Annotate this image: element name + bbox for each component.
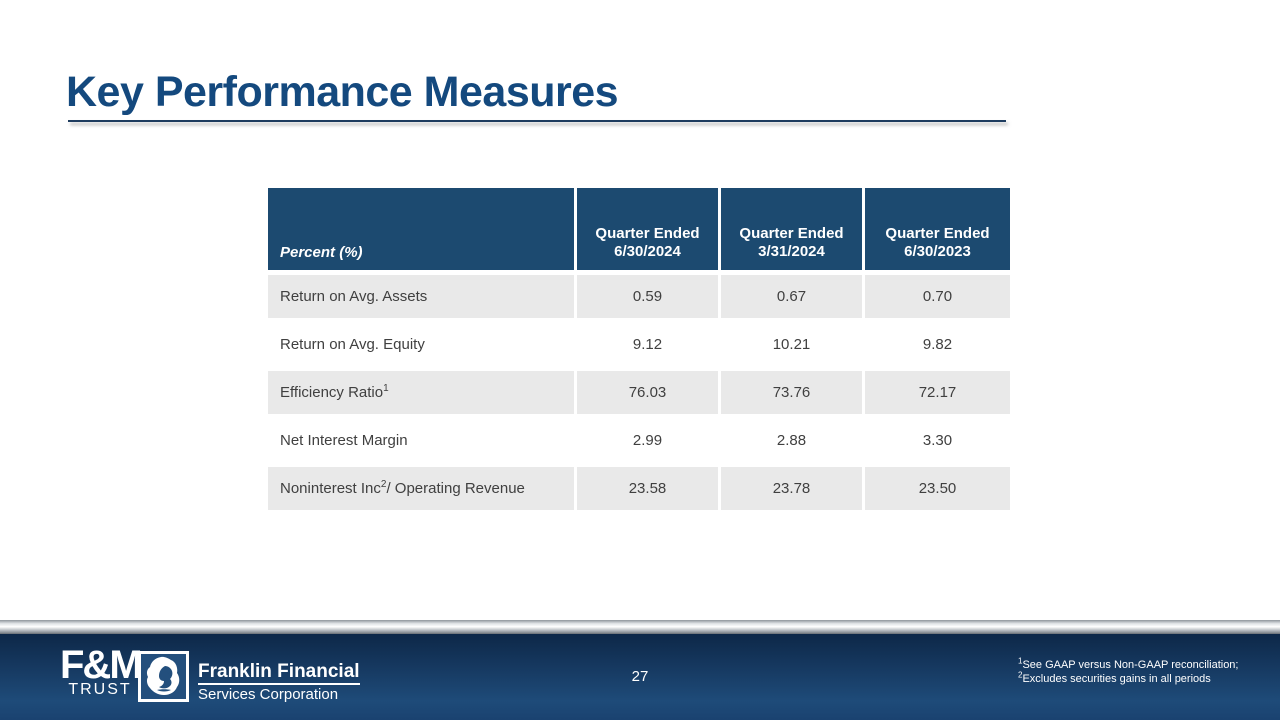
footer-band: F&M TRUST Franklin Financial Services Co… — [0, 634, 1280, 720]
table-row: Net Interest Margin 2.99 2.88 3.30 — [268, 419, 1010, 462]
row-value: 23.78 — [721, 467, 862, 510]
row-value: 2.99 — [577, 419, 718, 462]
table-header-row: Percent (%) Quarter Ended 6/30/2024 Quar… — [268, 188, 1010, 270]
column-header-line1: Quarter Ended — [739, 225, 844, 242]
row-value: 0.70 — [865, 275, 1010, 318]
franklin-financial-logo: Franklin Financial Services Corporation — [198, 662, 360, 704]
footnote-text: Excludes securities gains in all periods — [1022, 673, 1211, 685]
table-row: Return on Avg. Assets 0.59 0.67 0.70 — [268, 275, 1010, 318]
title-underline — [68, 120, 1006, 122]
footnote-line: 2Excludes securities gains in all period… — [1018, 670, 1238, 686]
corner-label: Percent (%) — [268, 188, 574, 270]
fm-trust-subtext: TRUST — [68, 681, 132, 698]
table-row: Return on Avg. Equity 9.12 10.21 9.82 — [268, 323, 1010, 366]
row-value: 23.58 — [577, 467, 718, 510]
row-value: 10.21 — [721, 323, 862, 366]
table-row: Efficiency Ratio 1 76.03 73.76 72.17 — [268, 371, 1010, 414]
row-value: 9.82 — [865, 323, 1010, 366]
franklin-financial-subtext: Services Corporation — [198, 686, 339, 703]
lion-icon — [138, 651, 189, 702]
kpi-table-body: Return on Avg. Assets 0.59 0.67 0.70 Return … — [268, 275, 1010, 510]
fm-trust-wordmark: F&M — [60, 643, 143, 687]
row-value: 76.03 — [577, 371, 718, 414]
row-label: Return on Avg. Equity — [268, 323, 574, 366]
franklin-financial-name: Franklin Financial — [198, 662, 360, 685]
row-value: 2.88 — [721, 419, 862, 462]
column-header-line1: Quarter Ended — [885, 225, 990, 242]
row-value: 0.59 — [577, 275, 718, 318]
row-value: 3.30 — [865, 419, 1010, 462]
column-header-line2: 6/30/2024 — [614, 243, 681, 260]
row-value: 0.67 — [721, 275, 862, 318]
page-title: Key Performance Measures — [66, 68, 619, 116]
column-header-q2-2024: Quarter Ended 6/30/2024 — [577, 188, 718, 270]
column-header-line1: Quarter Ended — [595, 225, 700, 242]
column-header-q2-2023: Quarter Ended 6/30/2023 — [865, 188, 1010, 270]
column-header-line2: 3/31/2024 — [758, 243, 825, 260]
row-label: Efficiency Ratio 1 — [268, 371, 574, 414]
footnote-superscript: 2 — [1018, 670, 1023, 680]
row-label: Return on Avg. Assets — [268, 275, 574, 318]
column-header-line2: 6/30/2023 — [904, 243, 971, 260]
kpi-table: Percent (%) Quarter Ended 6/30/2024 Quar… — [268, 188, 1010, 510]
footnote-line: 1See GAAP versus Non-GAAP reconciliation… — [1018, 656, 1239, 672]
footnotes: 1See GAAP versus Non-GAAP reconciliation… — [1018, 656, 1239, 686]
row-value: 72.17 — [865, 371, 1010, 414]
page-number: 27 — [631, 668, 649, 685]
footnote-superscript: 1 — [1018, 656, 1023, 666]
table-row: Noninterest Inc 2 / Operating Revenue 23.5… — [268, 467, 1010, 510]
column-header-q1-2024: Quarter Ended 3/31/2024 — [721, 188, 862, 270]
row-label: Noninterest Inc 2 / Operating Revenue — [268, 467, 574, 510]
footer-divider-bar — [0, 620, 1280, 634]
footnote-text: See GAAP versus Non-GAAP reconciliation; — [1022, 659, 1239, 671]
fm-trust-logo: F&M TRUST — [60, 643, 143, 698]
row-value: 9.12 — [577, 323, 718, 366]
row-label: Net Interest Margin — [268, 419, 574, 462]
row-value: 73.76 — [721, 371, 862, 414]
row-value: 23.50 — [865, 467, 1010, 510]
